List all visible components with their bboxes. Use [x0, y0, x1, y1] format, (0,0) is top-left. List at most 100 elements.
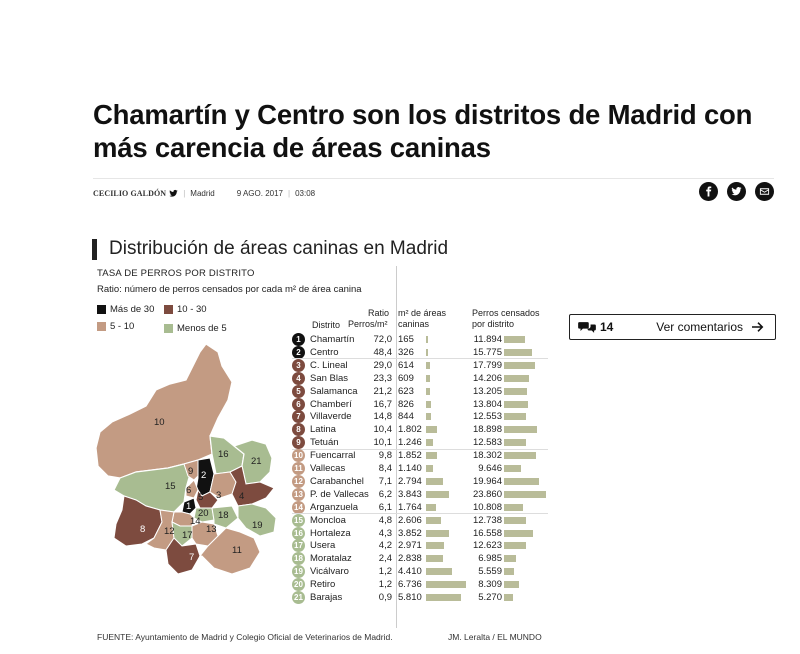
dogs-bar [504, 594, 514, 601]
infographic-credit: JM. Leralta / EL MUNDO [448, 632, 542, 642]
mail-icon [759, 188, 770, 195]
district-number-badge: 14 [292, 500, 305, 514]
district-name: Usera [310, 540, 336, 552]
area-bar [426, 387, 430, 395]
district-dogs: 16.558 [472, 527, 502, 539]
header-dogs: Perros censados [472, 308, 540, 318]
byline-separator: | [183, 188, 186, 198]
district-dogs: 11.894 [473, 334, 502, 345]
map-district-fuencarral [95, 343, 233, 479]
district-name: Latina [310, 424, 336, 436]
table-row: 19 Vicálvaro 1,2 4.410 5.559 [292, 565, 552, 579]
district-area: 165 [398, 334, 414, 345]
district-ratio: 10,1 [373, 437, 393, 449]
map-label-10: 10 [154, 417, 165, 428]
district-number-badge: 21 [292, 591, 305, 604]
row-divider [292, 513, 548, 515]
twitter-icon [731, 187, 742, 196]
facebook-icon [706, 186, 712, 197]
district-area: 844 [398, 411, 414, 423]
dogs-bar [504, 439, 527, 447]
district-number-badge: 17 [292, 539, 305, 553]
header-area-unit: caninas [398, 319, 430, 329]
district-dogs: 6.985 [478, 553, 502, 565]
infographic: Distribución de áreas caninas en Madrid … [92, 238, 552, 648]
area-bar [426, 594, 461, 601]
district-area: 1.246 [398, 437, 422, 449]
map-district-barajas [232, 439, 273, 485]
table-row: 2 Centro 48,4 326 15.775 [292, 345, 552, 359]
byline: CECILIO GALDÓN | Madrid 9 AGO. 2017 | 03… [93, 186, 315, 200]
mail-share-button[interactable] [755, 182, 774, 201]
madrid-district-map: 10 16 21 15 9 2 6 5 3 4 1 20 18 19 14 13… [95, 343, 277, 575]
area-bar [426, 400, 431, 408]
map-district-centro [181, 497, 197, 515]
district-ratio: 7,1 [378, 475, 392, 487]
map-label-3: 3 [216, 490, 221, 501]
byline-separator: | [288, 188, 291, 198]
dogs-bar [504, 516, 527, 524]
map-district-villa-vallecas [198, 527, 261, 575]
district-dogs: 23.860 [472, 488, 502, 500]
byline-divider [93, 178, 774, 179]
dogs-bar [504, 503, 524, 511]
table-row: 1 Chamartín 72,0 165 11.894 [292, 333, 552, 346]
map-label-11: 11 [232, 545, 242, 556]
map-label-1: 1 [186, 501, 191, 512]
map-label-17: 17 [182, 530, 193, 541]
district-ratio: 4,8 [378, 514, 392, 526]
district-dogs: 5.270 [478, 592, 502, 603]
district-area: 1.802 [398, 424, 422, 436]
map-label-13: 13 [206, 524, 217, 535]
area-bar [426, 413, 431, 421]
author-name[interactable]: CECILIO GALDÓN [93, 188, 167, 198]
table-row: 14 Arganzuela 6,1 1.764 10.808 [292, 500, 552, 514]
header-dogs-unit: por distrito [472, 319, 515, 329]
district-dogs: 10.808 [472, 501, 502, 513]
area-bar [426, 568, 453, 576]
district-name: Chamberí [310, 398, 352, 410]
map-label-18: 18 [218, 510, 229, 521]
district-dogs: 13.804 [472, 398, 502, 410]
table-row: 6 Chamberí 16,7 826 13.804 [292, 397, 552, 411]
infographic-title-text: Distribución de áreas caninas en Madrid [109, 238, 449, 259]
district-dogs: 15.775 [472, 346, 502, 358]
district-area: 5.810 [398, 592, 422, 603]
row-divider [292, 448, 548, 450]
header-area: m² de áreas [398, 308, 447, 318]
district-number-badge: 20 [292, 578, 305, 592]
author-twitter-icon[interactable] [169, 189, 178, 198]
district-name: Tetuán [310, 437, 339, 449]
table-row: 16 Hortaleza 4,3 3.852 16.558 [292, 526, 552, 540]
facebook-share-button[interactable] [699, 182, 718, 201]
arrow-right-icon [752, 322, 764, 332]
district-dogs: 12.738 [472, 514, 502, 526]
map-district-tetuan [183, 459, 201, 481]
district-name: San Blas [310, 372, 349, 384]
area-bar [426, 348, 428, 356]
dogs-bar [504, 529, 534, 537]
twitter-share-button[interactable] [727, 182, 746, 201]
table-row: 5 Salamanca 21,2 623 13.205 [292, 384, 552, 398]
district-name: Retiro [310, 579, 336, 591]
area-bar [426, 503, 437, 511]
district-name: Moncloa [310, 514, 346, 526]
district-area: 3.843 [398, 488, 422, 500]
table-row: 20 Retiro 1,2 6.736 8.309 [292, 578, 552, 592]
district-name: Arganzuela [310, 501, 359, 513]
dogs-bar [504, 568, 514, 576]
map-label-6: 6 [186, 485, 191, 496]
map-district-chamberi [185, 479, 199, 499]
district-number-badge: 11 [292, 462, 305, 475]
comments-button[interactable]: 14 Ver comentarios [569, 314, 776, 340]
district-dogs: 18.302 [472, 450, 502, 462]
map-label-8: 8 [140, 524, 145, 535]
district-ratio: 48,4 [373, 346, 393, 358]
header-ratio-unit: Perros/m² [348, 319, 388, 329]
district-dogs: 12.553 [472, 411, 502, 423]
infographic-source: FUENTE: Ayuntamiento de Madrid y Colegio… [97, 632, 393, 642]
table-row: 7 Villaverde 14,8 844 12.553 [292, 410, 552, 424]
district-number-badge: 13 [292, 487, 305, 501]
view-comments-label: Ver comentarios [656, 320, 743, 334]
district-number-badge: 2 [292, 345, 305, 359]
